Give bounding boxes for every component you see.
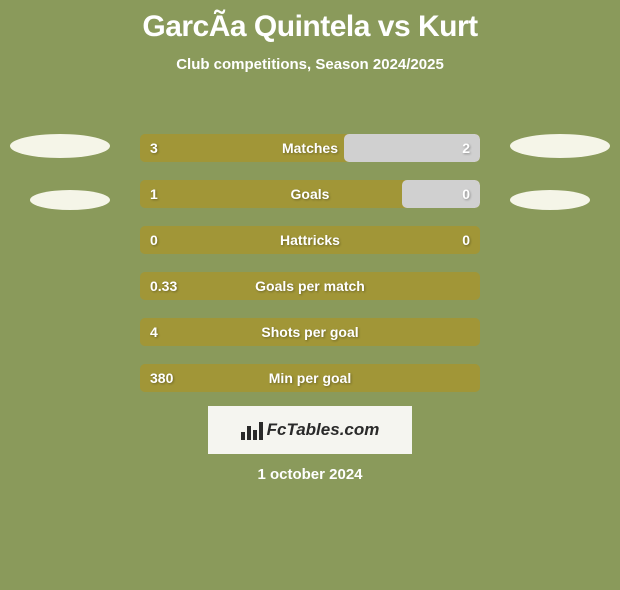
stat-value-left: 0.33 <box>150 278 177 294</box>
watermark-text: FcTables.com <box>267 420 380 440</box>
stat-value-right: 0 <box>462 186 470 202</box>
stat-row: 0 Hattricks 0 <box>140 226 480 254</box>
stat-value-left: 3 <box>150 140 158 156</box>
date-label: 1 october 2024 <box>257 466 362 483</box>
stat-row: 0.33 Goals per match <box>140 272 480 300</box>
stat-value-left: 380 <box>150 370 173 386</box>
player-left-badge-1 <box>10 134 110 158</box>
stat-label: Hattricks <box>280 232 340 248</box>
subtitle: Club competitions, Season 2024/2025 <box>0 56 620 73</box>
stat-value-left: 4 <box>150 324 158 340</box>
stat-label: Goals <box>291 186 330 202</box>
stat-value-right: 2 <box>462 140 470 156</box>
stat-label: Matches <box>282 140 338 156</box>
stat-value-right: 0 <box>462 232 470 248</box>
stat-label: Goals per match <box>255 278 365 294</box>
player-right-badge-1 <box>510 134 610 158</box>
player-right-badge-2 <box>510 190 590 210</box>
stat-bar-left <box>140 180 402 208</box>
stat-label: Shots per goal <box>261 324 358 340</box>
stat-row: 380 Min per goal <box>140 364 480 392</box>
stat-row: 4 Shots per goal <box>140 318 480 346</box>
stat-row: 1 Goals 0 <box>140 180 480 208</box>
stat-value-left: 0 <box>150 232 158 248</box>
stat-row: 3 Matches 2 <box>140 134 480 162</box>
stat-label: Min per goal <box>269 370 351 386</box>
player-left-badge-2 <box>30 190 110 210</box>
stats-container: 3 Matches 2 1 Goals 0 0 Hattricks 0 0.33 Goals per… <box>140 134 480 410</box>
watermark: FcTables.com <box>208 406 412 454</box>
page-title: GarcÃ­a Quintela vs Kurt <box>0 10 620 44</box>
stat-bar-right <box>344 134 480 162</box>
stat-value-left: 1 <box>150 186 158 202</box>
chart-icon <box>241 420 263 440</box>
